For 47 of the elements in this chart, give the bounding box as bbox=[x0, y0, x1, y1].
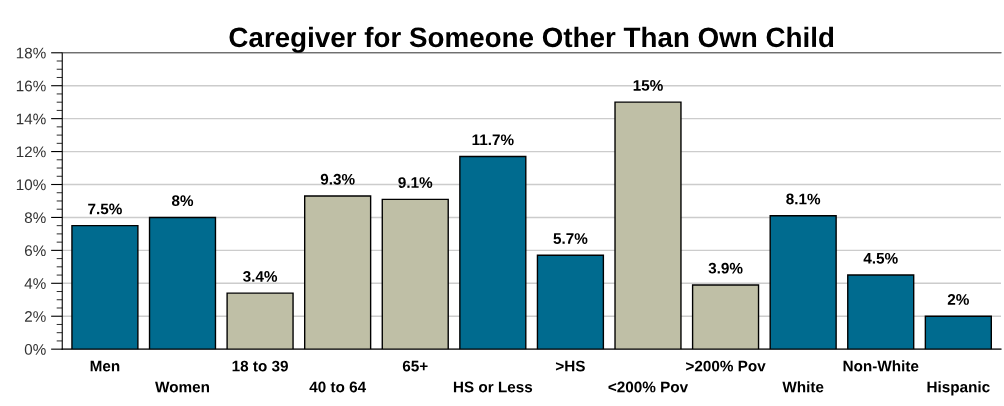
bar bbox=[71, 224, 139, 350]
y-tick-label: 14% bbox=[16, 113, 46, 125]
bar bbox=[459, 155, 527, 350]
data-label: 2% bbox=[947, 294, 969, 305]
bar bbox=[148, 216, 217, 350]
x-tick-label: >200% Pov bbox=[686, 360, 766, 372]
x-tick-label: Women bbox=[155, 381, 209, 393]
data-label: 7.5% bbox=[88, 203, 122, 215]
data-label: 8% bbox=[171, 195, 194, 207]
bar bbox=[303, 195, 372, 350]
data-label: 9.1% bbox=[398, 177, 433, 188]
data-label: 3.9% bbox=[708, 262, 743, 274]
x-tick-label: 40 to 64 bbox=[309, 381, 367, 393]
x-tick-label: Men bbox=[90, 360, 120, 372]
data-label: 5.7% bbox=[553, 233, 588, 244]
y-tick-label: 10% bbox=[16, 179, 46, 191]
bar bbox=[847, 274, 915, 350]
x-tick-label: White bbox=[782, 381, 824, 393]
bar bbox=[769, 215, 837, 350]
x-tick-label: 65+ bbox=[402, 360, 428, 372]
chart-title: Caregiver for Someone Other Than Own Child bbox=[229, 26, 834, 53]
bar bbox=[226, 292, 294, 350]
x-tick-label: <200% Pov bbox=[608, 381, 689, 393]
y-tick-label: 12% bbox=[16, 146, 46, 158]
data-label: 15% bbox=[633, 80, 663, 91]
y-tick-label: 18% bbox=[16, 47, 46, 59]
bar bbox=[381, 198, 449, 350]
y-tick-label: 6% bbox=[24, 245, 46, 257]
data-label: 9.3% bbox=[320, 173, 355, 185]
data-label: 3.4% bbox=[243, 271, 278, 282]
bar bbox=[691, 284, 760, 350]
x-tick-label: 18 to 39 bbox=[232, 360, 288, 372]
y-tick-label: 16% bbox=[16, 80, 46, 92]
bar bbox=[536, 254, 605, 350]
y-tick-label: 4% bbox=[24, 278, 46, 289]
bar bbox=[614, 101, 682, 350]
y-tick-label: 8% bbox=[24, 212, 46, 224]
bar bbox=[924, 315, 992, 350]
x-tick-label: Non-White bbox=[843, 360, 919, 372]
y-tick-label: 2% bbox=[24, 311, 46, 322]
x-tick-label: >HS bbox=[555, 360, 585, 372]
data-label: 4.5% bbox=[863, 252, 898, 264]
x-tick-label: Hispanic bbox=[927, 381, 990, 396]
data-label: 8.1% bbox=[786, 193, 821, 205]
x-tick-label: HS or Less bbox=[453, 381, 533, 393]
data-label: 11.7% bbox=[472, 134, 514, 146]
y-tick-label: 0% bbox=[24, 344, 46, 355]
